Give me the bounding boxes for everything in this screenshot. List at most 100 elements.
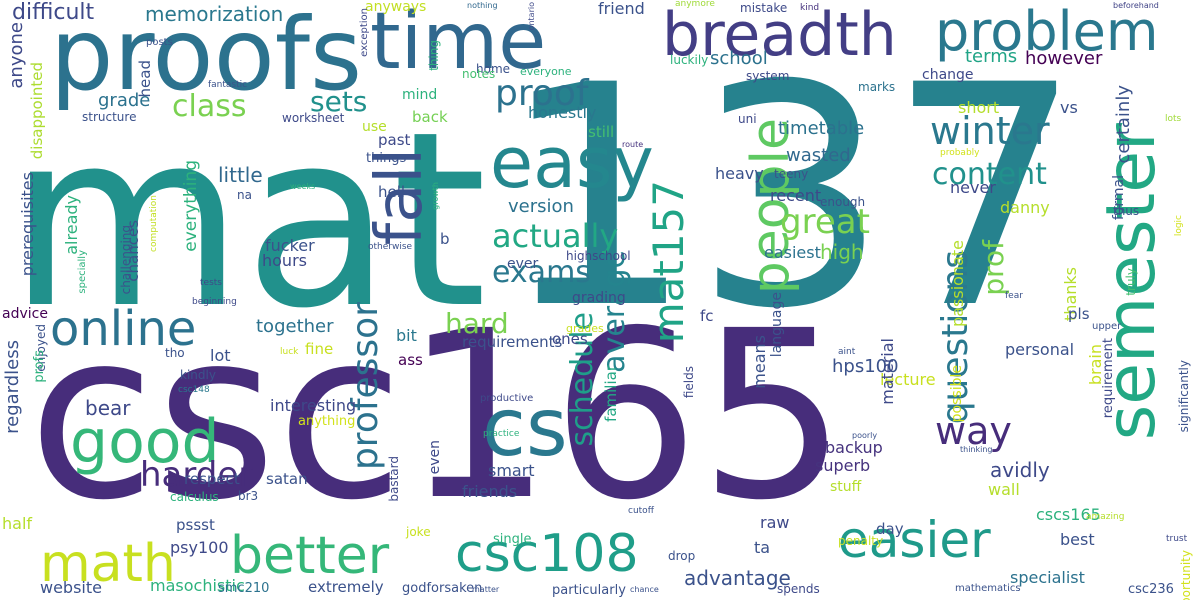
word-raw: raw [760,513,790,532]
word-spends: spends [777,582,820,596]
word-grade: grade [98,90,151,111]
word-fucker: fucker [265,236,315,255]
word-b: b [440,230,450,248]
word-already: already [62,195,81,255]
word-bit: bit [396,326,417,345]
word-137: 137 [500,20,1083,375]
word-proofs: proofs [50,0,363,113]
word-beforehand: beforehand [1113,1,1159,10]
word-bastard: bastard [387,456,401,502]
word-heavy: heavy [715,164,764,183]
word-website: website [40,578,102,597]
word-particularly: particularly [552,583,626,598]
word-ass: ass [398,351,423,369]
word-back: back [412,108,448,126]
word-beginning: beginning [192,297,237,307]
word-breadth: breadth [662,0,897,70]
word-ones: ones [552,330,588,348]
word-br3: br3 [238,489,259,503]
word-content: content [932,157,1047,192]
word-masochistic: masochistic [150,576,245,595]
word-anything: anything [298,414,356,429]
word-day: day [876,520,904,538]
word-specially: specially [77,250,88,294]
word-half: half [2,514,33,533]
word-productive: productive [480,393,534,404]
word-however: however [1025,48,1103,69]
word-easier: easier [838,511,991,569]
word-poorly: poorly [852,431,878,440]
word-change: change [922,67,974,83]
word-luckily: luckily [670,53,709,67]
word-opportunity: opportunity [1179,550,1193,600]
word-ever: ever [507,256,539,272]
word-structure: structure [82,110,137,124]
word-personal: personal [1005,340,1075,359]
word-thus: thus [1113,204,1140,218]
word-truly: truly [1124,268,1138,296]
word-passionate: passionate [948,240,967,327]
word-fc: fc [700,307,714,325]
word-brain: brain [1086,344,1105,386]
word-na: na [237,188,252,202]
word-hours: hours [262,251,307,270]
word-otherwise: otherwise [368,242,413,252]
word-superb: superb [815,456,871,475]
word-avidly: avidly [990,458,1050,482]
word-anymore: anymore [675,0,715,9]
word-past: past [378,131,411,149]
word-enough: enough [820,195,866,209]
word-single: single [493,532,532,547]
word-wasted: wasted [786,145,851,166]
word-thinking: thinking [960,445,993,454]
word-material: material [878,338,897,405]
word-still: still [588,123,615,141]
word-lecture: lecture [880,370,936,389]
word-csc148: csc148 [178,385,210,395]
word-harder: harder [140,455,253,495]
word-timetable: timetable [778,118,865,139]
word-worksheet: worksheet [282,111,345,125]
word-certainly: certainly [1113,85,1134,164]
word-difficult: difficult [12,0,95,25]
word-online: online [50,301,197,357]
word-friends: friends [462,482,518,501]
word-smart: smart [488,461,535,480]
word-problem: problem [935,0,1159,63]
word-possible: possible [949,365,965,423]
word-nothing: nothing [467,1,498,10]
word-time: time [370,0,547,87]
word-friend: friend [598,0,645,18]
word-exception: exception [359,8,370,57]
word-way: way [935,409,1012,453]
word-short: short [958,98,1000,117]
word-advantage: advantage [684,566,791,590]
word-never: never [950,178,996,197]
word-requirements: requirements [462,333,563,351]
word-marks: marks [858,80,896,94]
word-pssst: pssst [176,516,215,534]
word-drop: drop [668,549,696,563]
word-chance: chance [630,585,659,594]
word-things: things [366,151,407,166]
word-advice: advice [2,306,48,322]
word-easy: easy [490,122,654,204]
word-hell: hell [378,183,406,201]
word-everyone: everyone [520,65,572,78]
word-smc210: smc210 [218,581,270,596]
word-mistake: mistake [740,1,788,15]
word-specialist: specialist [1010,568,1085,587]
word-sets: sets [310,85,368,118]
word-anyways: anyways [365,0,427,15]
word-kindly: kindly [180,368,216,382]
word-profs: profs [32,350,47,383]
word-kind: kind [800,3,820,13]
word-aint: aint [838,347,856,357]
word-terms: terms [965,46,1018,67]
word-penalty: penalty [838,534,884,548]
word-cs: cs [482,381,568,474]
word-actually: actually [492,217,619,255]
word-memorization: memorization [145,2,284,26]
word-calculus: calculus [170,490,219,504]
